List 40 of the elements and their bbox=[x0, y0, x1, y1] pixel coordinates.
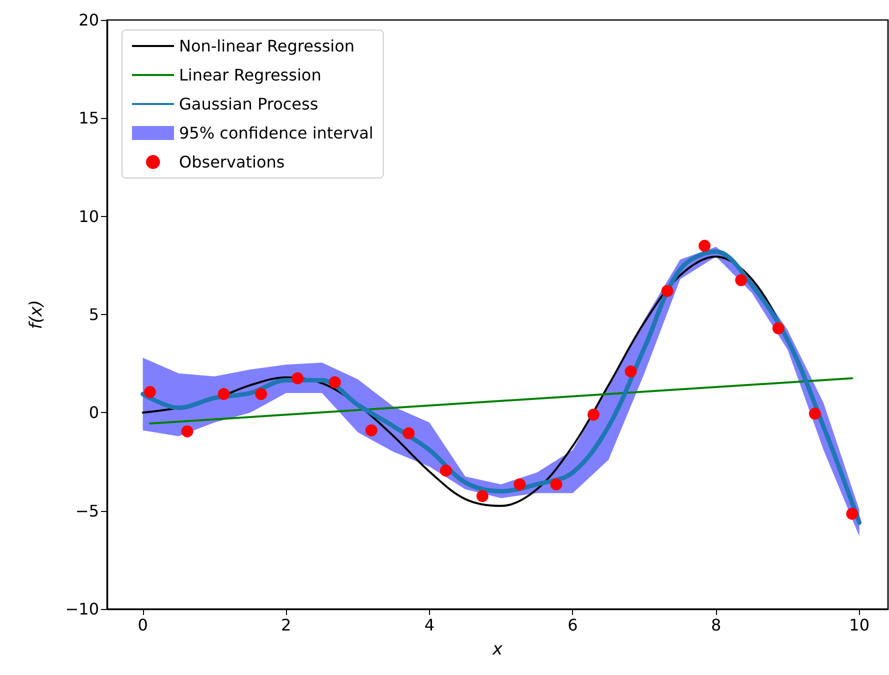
legend-label: Linear Regression bbox=[179, 66, 322, 84]
point bbox=[255, 388, 268, 400]
point bbox=[808, 408, 821, 420]
point bbox=[476, 490, 488, 502]
point bbox=[661, 284, 674, 297]
point bbox=[550, 478, 562, 490]
y-axis-title: f(x) bbox=[26, 300, 46, 330]
y-tick-label: 0 bbox=[88, 403, 99, 422]
point bbox=[772, 322, 784, 334]
legend-label: Non-linear Regression bbox=[179, 36, 355, 56]
legend-label: Gaussian Process bbox=[179, 94, 318, 114]
point bbox=[292, 372, 304, 384]
x-tick-label: 0 bbox=[138, 616, 148, 634]
x-tick-label: 4 bbox=[424, 616, 435, 634]
point bbox=[440, 464, 452, 477]
y-tick-label: 15 bbox=[78, 108, 99, 128]
point bbox=[402, 427, 415, 440]
point bbox=[144, 386, 156, 398]
y-tick-label: 20 bbox=[78, 10, 99, 30]
x-tick-label: 6 bbox=[568, 616, 578, 634]
y-tick-label: −10 bbox=[65, 600, 99, 618]
y-tick-label: 5 bbox=[88, 305, 99, 324]
x-tick-label: 8 bbox=[710, 616, 722, 634]
point bbox=[698, 240, 711, 252]
x-tick-label: 10 bbox=[849, 616, 870, 634]
legend-label: 95% confidence interval bbox=[179, 124, 374, 142]
x-tick-label: 2 bbox=[281, 616, 292, 634]
point bbox=[365, 424, 378, 436]
point bbox=[588, 408, 600, 421]
legend-label: Observations bbox=[179, 152, 285, 172]
point bbox=[328, 376, 341, 388]
x-axis-title: x bbox=[491, 640, 504, 660]
point bbox=[514, 478, 526, 490]
point bbox=[181, 425, 194, 438]
y-tick-label: 10 bbox=[78, 206, 99, 226]
point bbox=[624, 365, 637, 378]
point bbox=[735, 274, 748, 286]
y-tick-label: −5 bbox=[75, 501, 99, 520]
point bbox=[218, 388, 230, 400]
point bbox=[846, 508, 858, 520]
